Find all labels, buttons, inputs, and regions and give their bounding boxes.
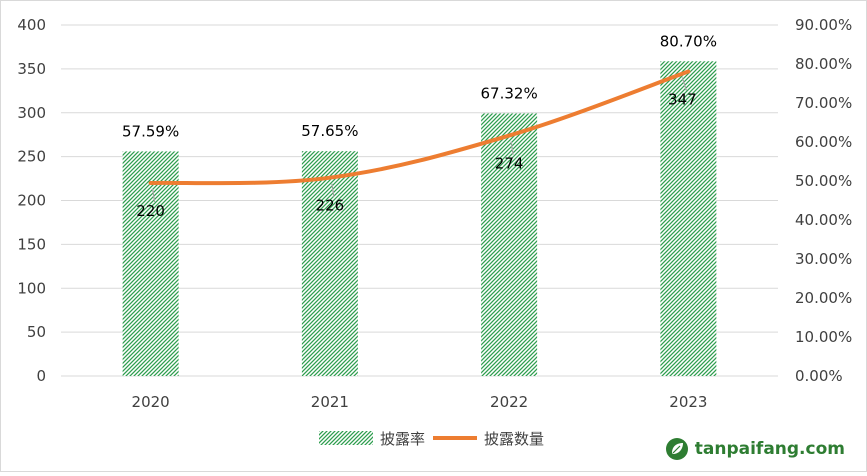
watermark-text: tanpaifang.com [695,439,845,459]
line-data-label: 274 [495,155,524,173]
y-left-tick-label: 300 [17,104,46,122]
bar-disclosure-rate [123,151,179,376]
bar-disclosure-rate [302,151,358,376]
y-right-tick-label: 70.00% [795,94,852,112]
x-tick-label: 2022 [490,393,528,411]
watermark: tanpaifang.com [665,436,845,462]
legend-bar-swatch [319,431,373,445]
legend-line-label: 披露数量 [484,430,544,448]
y-left-tick-label: 100 [17,279,46,297]
y-right-tick-label: 90.00% [795,16,852,34]
bar-disclosure-rate [481,113,537,376]
y-left-tick-label: 350 [17,60,46,78]
bar-data-label: 80.70% [660,32,717,50]
y-left-tick-label: 0 [36,367,46,385]
y-right-tick-label: 50.00% [795,172,852,190]
legend-bar-label: 披露率 [380,430,425,448]
y-right-tick-label: 20.00% [795,289,852,307]
line-data-label: 226 [316,197,345,215]
bar-data-label: 57.59% [122,122,179,140]
bar-data-label: 67.32% [481,84,538,102]
bar-data-label: 57.65% [301,122,358,140]
line-disclosure-count [151,72,689,184]
y-right-tick-label: 10.00% [795,328,852,346]
y-left-tick-label: 250 [17,148,46,166]
y-left-tick-label: 400 [17,16,46,34]
line-data-label: 347 [668,91,697,109]
x-tick-label: 2023 [669,393,707,411]
y-left-tick-label: 200 [17,192,46,210]
y-right-tick-label: 80.00% [795,55,852,73]
y-left-tick-label: 150 [17,235,46,253]
leaf-logo-icon [665,437,689,461]
y-right-tick-label: 60.00% [795,133,852,151]
y-right-tick-label: 0.00% [795,367,843,385]
x-tick-label: 2020 [132,393,170,411]
line-data-label: 220 [136,202,165,220]
y-right-tick-label: 30.00% [795,250,852,268]
y-left-tick-label: 50 [27,323,46,341]
x-tick-label: 2021 [311,393,349,411]
y-right-tick-label: 40.00% [795,211,852,229]
